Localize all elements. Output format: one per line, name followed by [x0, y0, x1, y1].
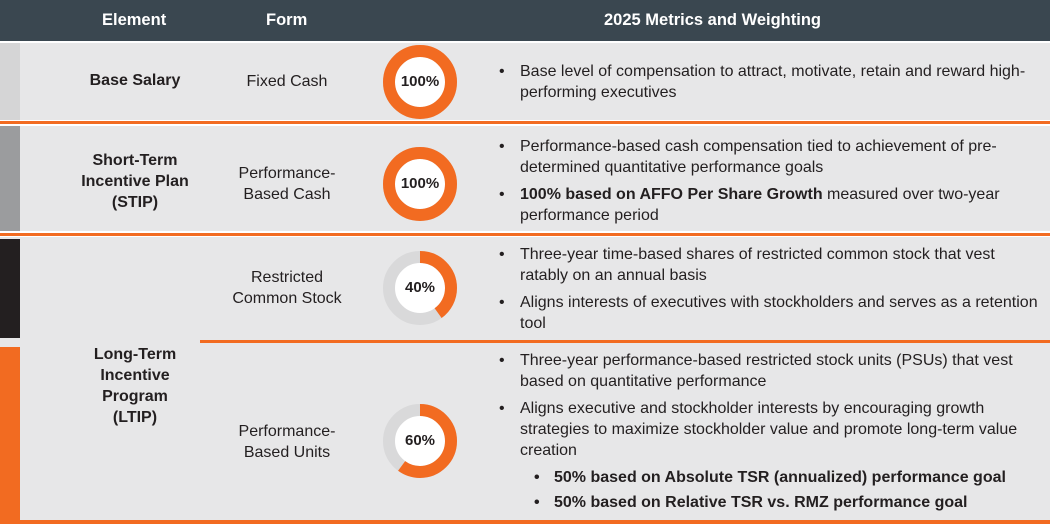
- element-ltip-line: Long-Term: [93, 346, 177, 363]
- form-performance-based-units: Performance- Based Units: [210, 421, 364, 463]
- form-line: Based Units: [243, 444, 331, 461]
- percent-label: 40%: [404, 279, 436, 296]
- ring-fill: [383, 45, 457, 119]
- divider-rcs-psu: [200, 340, 1050, 343]
- header-form: Form: [266, 11, 308, 29]
- sub-bullet-item: 50% based on Absolute TSR (annualized) p…: [496, 467, 1044, 488]
- bullet-bold-text: 100% based on AFFO Per Share Growth: [520, 186, 823, 203]
- ring-fill: [383, 147, 457, 221]
- bullet-item: 100% based on AFFO Per Share Growth meas…: [496, 184, 1044, 226]
- element-stip-line: Incentive Plan: [81, 173, 189, 190]
- form-line: Common Stock: [232, 290, 342, 307]
- percent-label: 100%: [400, 175, 440, 192]
- donut-rcs: 40%: [382, 250, 458, 326]
- header-metrics: 2025 Metrics and Weighting: [604, 11, 821, 29]
- header-element: Element: [102, 11, 167, 29]
- ring-fill: [383, 404, 457, 478]
- element-ltip-line: (LTIP): [112, 409, 158, 426]
- form-restricted-common-stock: Restricted Common Stock: [210, 267, 364, 309]
- element-ltip-line: Incentive: [100, 367, 170, 384]
- bullet-item: Aligns interests of executives with stoc…: [496, 292, 1044, 334]
- form-line: Based Cash: [243, 186, 331, 203]
- stripe-rcs: [0, 239, 20, 338]
- sub-bullet-item: 50% based on Relative TSR vs. RMZ perfor…: [496, 492, 1044, 513]
- form-line: Restricted: [250, 269, 324, 286]
- element-ltip-line: Program: [102, 388, 168, 405]
- ring-fill: [383, 251, 457, 325]
- divider-base-stip: [0, 121, 1050, 124]
- donut-base: 100%: [382, 44, 458, 120]
- form-fixed-cash: Fixed Cash: [246, 73, 328, 90]
- bullet-item: Aligns executive and stockholder interes…: [496, 398, 1044, 461]
- bullets-psu: Three-year performance-based restricted …: [496, 350, 1044, 517]
- donut-stip: 100%: [382, 146, 458, 222]
- stripe-stip: [0, 126, 20, 231]
- donut-psu: 60%: [382, 403, 458, 479]
- divider-stip-ltip: [0, 233, 1050, 236]
- element-stip: Short-Term Incentive Plan (STIP): [42, 150, 228, 213]
- bullet-text: measured over two-year performance perio…: [520, 186, 1000, 224]
- form-line: Performance-: [238, 165, 336, 182]
- element-stip-line: Short-Term: [92, 152, 178, 169]
- bullet-item: Performance-based cash compensation tied…: [496, 136, 1044, 178]
- stripe-ltip: [0, 347, 20, 520]
- form-performance-based-cash: Performance- Based Cash: [210, 163, 364, 205]
- bullet-item: Three-year performance-based restricted …: [496, 350, 1044, 392]
- bullets-rcs: Three-year time-based shares of restrict…: [496, 244, 1044, 340]
- bullets-stip: Performance-based cash compensation tied…: [496, 136, 1044, 232]
- bullet-item: Three-year time-based shares of restrict…: [496, 244, 1044, 286]
- table-header: Element Form 2025 Metrics and Weighting: [0, 0, 1050, 41]
- form-line: Performance-: [238, 423, 336, 440]
- element-base-salary: Base Salary: [89, 72, 181, 89]
- bullet-item: Base level of compensation to attract, m…: [496, 61, 1044, 103]
- divider-bottom: [0, 520, 1050, 524]
- element-stip-line: (STIP): [111, 194, 159, 211]
- percent-label: 60%: [404, 432, 436, 449]
- element-ltip: Long-Term Incentive Program (LTIP): [42, 344, 228, 428]
- bullets-base: Base level of compensation to attract, m…: [496, 61, 1044, 109]
- stripe-base: [0, 43, 20, 120]
- percent-label: 100%: [400, 73, 440, 90]
